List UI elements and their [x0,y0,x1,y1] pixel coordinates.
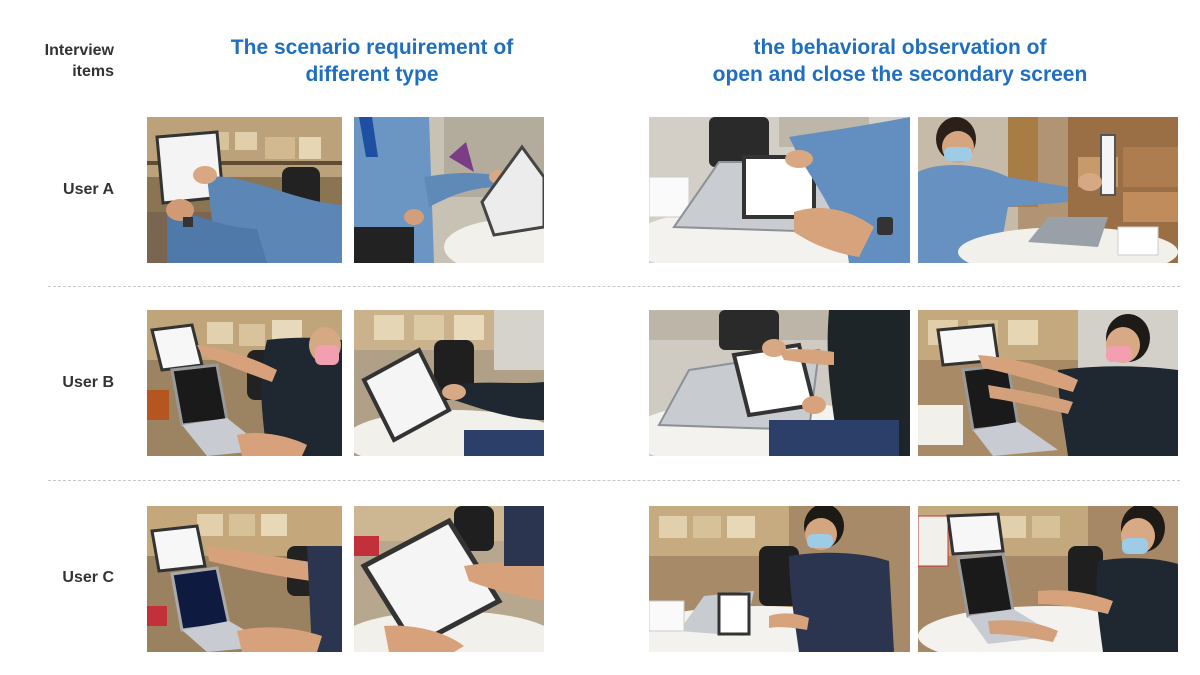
column-title-scenario: The scenario requirement of different ty… [150,34,594,88]
row-label-user-b: User B [62,374,114,391]
corner-line-2: items [72,63,114,80]
row-label-user-c: User C [62,569,114,586]
photo-user-a-scenario-1 [147,117,342,263]
photo-user-a-scenario-2 [354,117,544,263]
photo-user-c-scenario-1 [147,506,342,652]
col1-title-line-2: different type [305,63,439,86]
row-label-user-a: User A [63,181,114,198]
photo-user-c-scenario-2 [354,506,544,652]
column-title-behavior: the behavioral observation of open and c… [650,34,1150,88]
photo-user-b-behavior-2 [918,310,1178,456]
col1-title-line-1: The scenario requirement of [230,36,514,59]
col2-title-line-2: open and close the secondary screen [712,63,1088,86]
photo-user-b-scenario-1 [147,310,342,456]
photo-user-a-behavior-1 [649,117,910,263]
photo-user-b-behavior-1 [649,310,910,456]
photo-user-b-scenario-2 [354,310,544,456]
photo-user-c-behavior-1 [649,506,910,652]
interview-items-header: Interview items [20,40,114,82]
corner-line-1: Interview [44,42,114,59]
row-divider [48,480,1180,481]
row-divider [48,286,1180,287]
photo-user-c-behavior-2 [918,506,1178,652]
photo-user-a-behavior-2 [918,117,1178,263]
col2-title-line-1: the behavioral observation of [753,36,1047,59]
